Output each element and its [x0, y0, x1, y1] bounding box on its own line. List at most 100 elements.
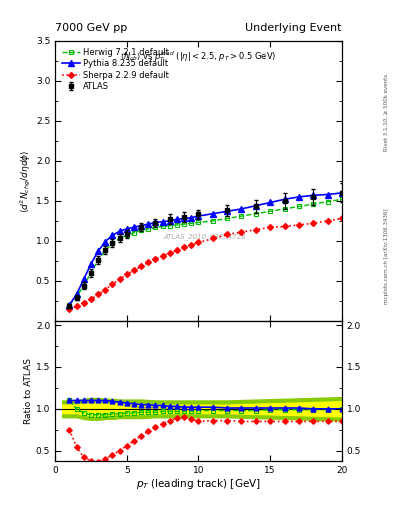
Herwig 7.2.1 default — [196, 220, 201, 226]
Sherpa 2.2.9 default — [311, 220, 316, 226]
Pythia 8.235 default — [189, 215, 194, 221]
Sherpa 2.2.9 default — [239, 229, 244, 235]
Text: Rivet 3.1.10, ≥ 500k events: Rivet 3.1.10, ≥ 500k events — [384, 74, 389, 151]
Herwig 7.2.1 default — [189, 220, 194, 226]
Herwig 7.2.1 default — [253, 210, 258, 217]
Text: Underlying Event: Underlying Event — [245, 23, 342, 33]
Herwig 7.2.1 default — [167, 223, 172, 229]
Sherpa 2.2.9 default — [81, 300, 86, 306]
Pythia 8.235 default — [174, 216, 179, 222]
Pythia 8.235 default — [117, 228, 122, 234]
Text: 7000 GeV pp: 7000 GeV pp — [55, 23, 127, 33]
Sherpa 2.2.9 default — [139, 263, 143, 269]
Sherpa 2.2.9 default — [211, 236, 215, 242]
Line: Sherpa 2.2.9 default: Sherpa 2.2.9 default — [67, 217, 344, 311]
Text: ATLAS_2010_S8894728: ATLAS_2010_S8894728 — [163, 233, 246, 240]
Sherpa 2.2.9 default — [297, 222, 301, 228]
Pythia 8.235 default — [167, 218, 172, 224]
Herwig 7.2.1 default — [182, 221, 187, 227]
Herwig 7.2.1 default — [311, 201, 316, 207]
Herwig 7.2.1 default — [132, 230, 136, 236]
Sherpa 2.2.9 default — [196, 240, 201, 246]
Herwig 7.2.1 default — [74, 294, 79, 300]
Sherpa 2.2.9 default — [96, 291, 101, 297]
Pythia 8.235 default — [103, 239, 108, 245]
Sherpa 2.2.9 default — [253, 227, 258, 233]
Herwig 7.2.1 default — [282, 206, 287, 212]
Pythia 8.235 default — [146, 221, 151, 227]
Sherpa 2.2.9 default — [88, 296, 93, 302]
Sherpa 2.2.9 default — [225, 231, 230, 238]
Line: Herwig 7.2.1 default: Herwig 7.2.1 default — [67, 197, 344, 307]
Herwig 7.2.1 default — [139, 227, 143, 233]
Herwig 7.2.1 default — [67, 302, 72, 308]
Herwig 7.2.1 default — [153, 224, 158, 230]
Pythia 8.235 default — [282, 196, 287, 202]
Pythia 8.235 default — [139, 223, 143, 229]
Herwig 7.2.1 default — [174, 222, 179, 228]
Pythia 8.235 default — [96, 248, 101, 254]
Sherpa 2.2.9 default — [132, 267, 136, 273]
Pythia 8.235 default — [182, 216, 187, 222]
Herwig 7.2.1 default — [211, 218, 215, 224]
Pythia 8.235 default — [325, 191, 330, 198]
Pythia 8.235 default — [340, 190, 344, 196]
Sherpa 2.2.9 default — [167, 250, 172, 256]
Y-axis label: $\langle d^{2}N_{chg}/d\eta d\phi\rangle$: $\langle d^{2}N_{chg}/d\eta d\phi\rangle… — [18, 149, 33, 212]
Pythia 8.235 default — [311, 192, 316, 198]
Herwig 7.2.1 default — [125, 232, 129, 239]
Pythia 8.235 default — [132, 224, 136, 230]
Pythia 8.235 default — [225, 208, 230, 215]
Sherpa 2.2.9 default — [268, 224, 273, 230]
Sherpa 2.2.9 default — [340, 216, 344, 222]
Pythia 8.235 default — [196, 213, 201, 219]
Herwig 7.2.1 default — [146, 226, 151, 232]
Pythia 8.235 default — [67, 302, 72, 308]
Pythia 8.235 default — [268, 200, 273, 206]
Legend: Herwig 7.2.1 default, Pythia 8.235 default, Sherpa 2.2.9 default, ATLAS: Herwig 7.2.1 default, Pythia 8.235 defau… — [59, 45, 172, 94]
X-axis label: $p_T$ (leading track) [GeV]: $p_T$ (leading track) [GeV] — [136, 477, 261, 492]
Sherpa 2.2.9 default — [325, 218, 330, 224]
Pythia 8.235 default — [74, 291, 79, 297]
Pythia 8.235 default — [81, 276, 86, 282]
Pythia 8.235 default — [253, 203, 258, 209]
Pythia 8.235 default — [297, 194, 301, 200]
Sherpa 2.2.9 default — [153, 256, 158, 262]
Herwig 7.2.1 default — [297, 203, 301, 209]
Pythia 8.235 default — [153, 220, 158, 226]
Herwig 7.2.1 default — [110, 240, 115, 246]
Sherpa 2.2.9 default — [174, 247, 179, 253]
Herwig 7.2.1 default — [268, 208, 273, 215]
Sherpa 2.2.9 default — [67, 306, 72, 312]
Sherpa 2.2.9 default — [117, 276, 122, 282]
Herwig 7.2.1 default — [225, 216, 230, 222]
Herwig 7.2.1 default — [103, 247, 108, 253]
Sherpa 2.2.9 default — [125, 271, 129, 278]
Sherpa 2.2.9 default — [146, 260, 151, 266]
Herwig 7.2.1 default — [117, 236, 122, 242]
Pythia 8.235 default — [88, 261, 93, 267]
Text: mcplots.cern.ch [arXiv:1306.3436]: mcplots.cern.ch [arXiv:1306.3436] — [384, 208, 389, 304]
Herwig 7.2.1 default — [88, 270, 93, 276]
Pythia 8.235 default — [110, 232, 115, 239]
Sherpa 2.2.9 default — [110, 281, 115, 287]
Pythia 8.235 default — [160, 219, 165, 225]
Sherpa 2.2.9 default — [282, 223, 287, 229]
Sherpa 2.2.9 default — [160, 253, 165, 259]
Pythia 8.235 default — [211, 210, 215, 217]
Pythia 8.235 default — [125, 226, 129, 232]
Herwig 7.2.1 default — [239, 213, 244, 219]
Herwig 7.2.1 default — [160, 223, 165, 229]
Sherpa 2.2.9 default — [103, 287, 108, 293]
Y-axis label: Ratio to ATLAS: Ratio to ATLAS — [24, 358, 33, 424]
Herwig 7.2.1 default — [81, 283, 86, 289]
Sherpa 2.2.9 default — [74, 304, 79, 310]
Text: $\langle N_{ch}\rangle$ vs $p_T^{lead}$ ($|\eta| < 2.5$, $p_T > 0.5$ GeV): $\langle N_{ch}\rangle$ vs $p_T^{lead}$ … — [120, 49, 277, 65]
Pythia 8.235 default — [239, 206, 244, 212]
Herwig 7.2.1 default — [325, 199, 330, 205]
Line: Pythia 8.235 default: Pythia 8.235 default — [66, 190, 345, 308]
Sherpa 2.2.9 default — [189, 242, 194, 248]
Herwig 7.2.1 default — [96, 257, 101, 263]
Herwig 7.2.1 default — [340, 196, 344, 202]
Sherpa 2.2.9 default — [182, 244, 187, 250]
